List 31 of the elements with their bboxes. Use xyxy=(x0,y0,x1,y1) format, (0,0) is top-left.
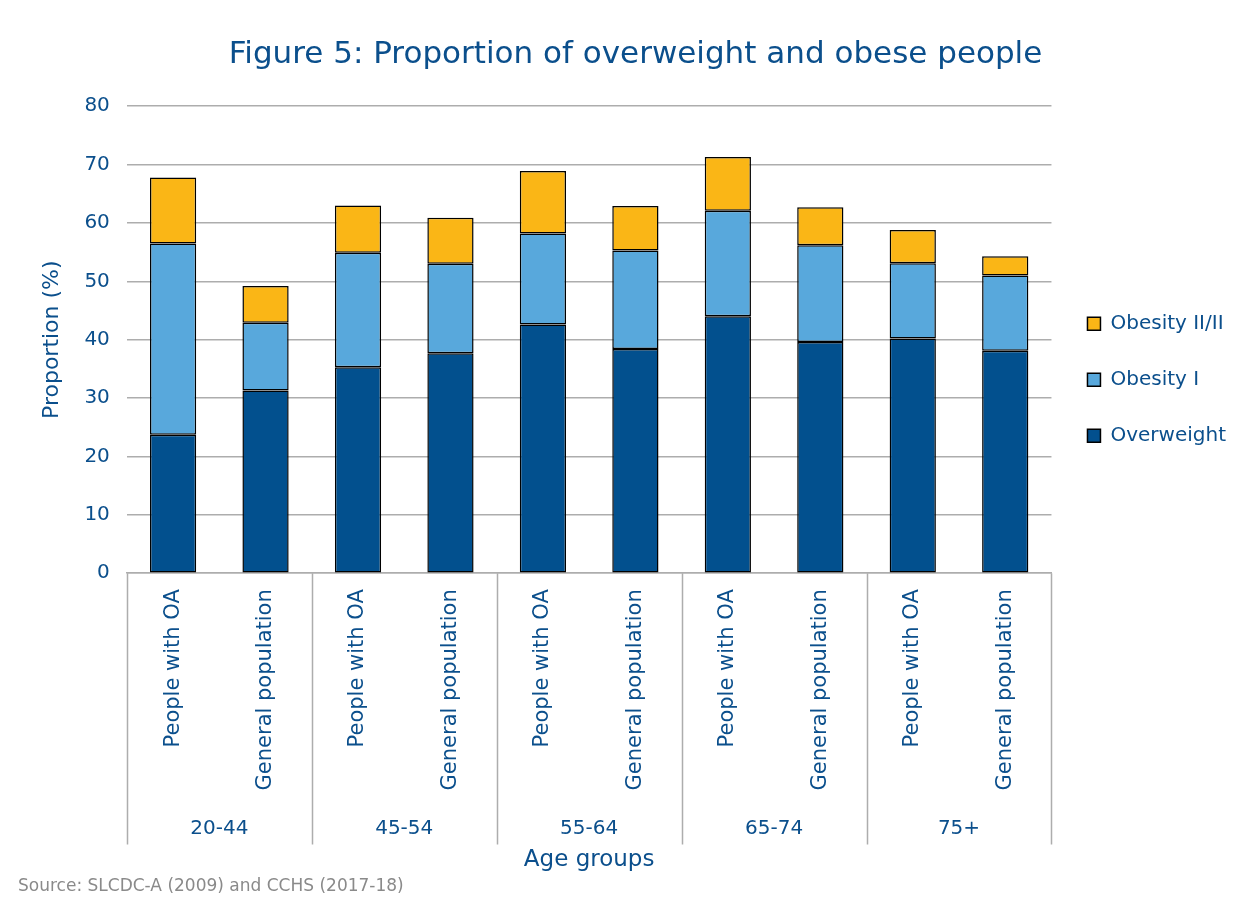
y-tick-label: 80 xyxy=(84,92,110,117)
y-tick-label: 10 xyxy=(84,501,110,526)
y-tick-label: 0 xyxy=(97,559,110,584)
y-axis-title: Proportion (%) xyxy=(37,260,63,419)
y-tick-label: 20 xyxy=(84,442,110,467)
y-tick-label: 30 xyxy=(84,384,110,409)
x-tick-label: People with OA xyxy=(159,588,184,748)
y-tick-label: 70 xyxy=(84,150,110,175)
x-tick-label: General population xyxy=(991,589,1016,791)
y-tick-label: 60 xyxy=(84,209,110,234)
text: 55-64 xyxy=(560,814,619,839)
x-tick-label: General population xyxy=(806,589,831,791)
legend-label: Obesity I xyxy=(1110,365,1200,390)
x-tick-label: General population xyxy=(251,589,276,791)
x-tick-label: People with OA xyxy=(714,588,739,748)
x-tick-label: People with OA xyxy=(529,588,554,748)
text: 20-44 xyxy=(190,814,249,839)
legend-label: Overweight xyxy=(1110,421,1227,446)
legend-label: Obesity II/II xyxy=(1110,309,1224,334)
chart-title: Figure 5: Proportion of overweight and obese people xyxy=(228,33,1043,70)
x-tick-label: General population xyxy=(436,589,461,791)
text: 75+ xyxy=(937,814,981,839)
text: 45-54 xyxy=(375,814,434,839)
x-tick-label: People with OA xyxy=(344,588,369,748)
text: 65-74 xyxy=(745,814,804,839)
source-note: Source: SLCDC-A (2009) and CCHS (2017-18) xyxy=(18,875,404,896)
y-tick-label: 50 xyxy=(84,267,110,292)
x-tick-label: General population xyxy=(621,589,646,791)
x-axis-title: Age groups xyxy=(523,845,655,872)
y-tick-label: 40 xyxy=(84,325,110,350)
x-tick-label: People with OA xyxy=(899,588,924,748)
